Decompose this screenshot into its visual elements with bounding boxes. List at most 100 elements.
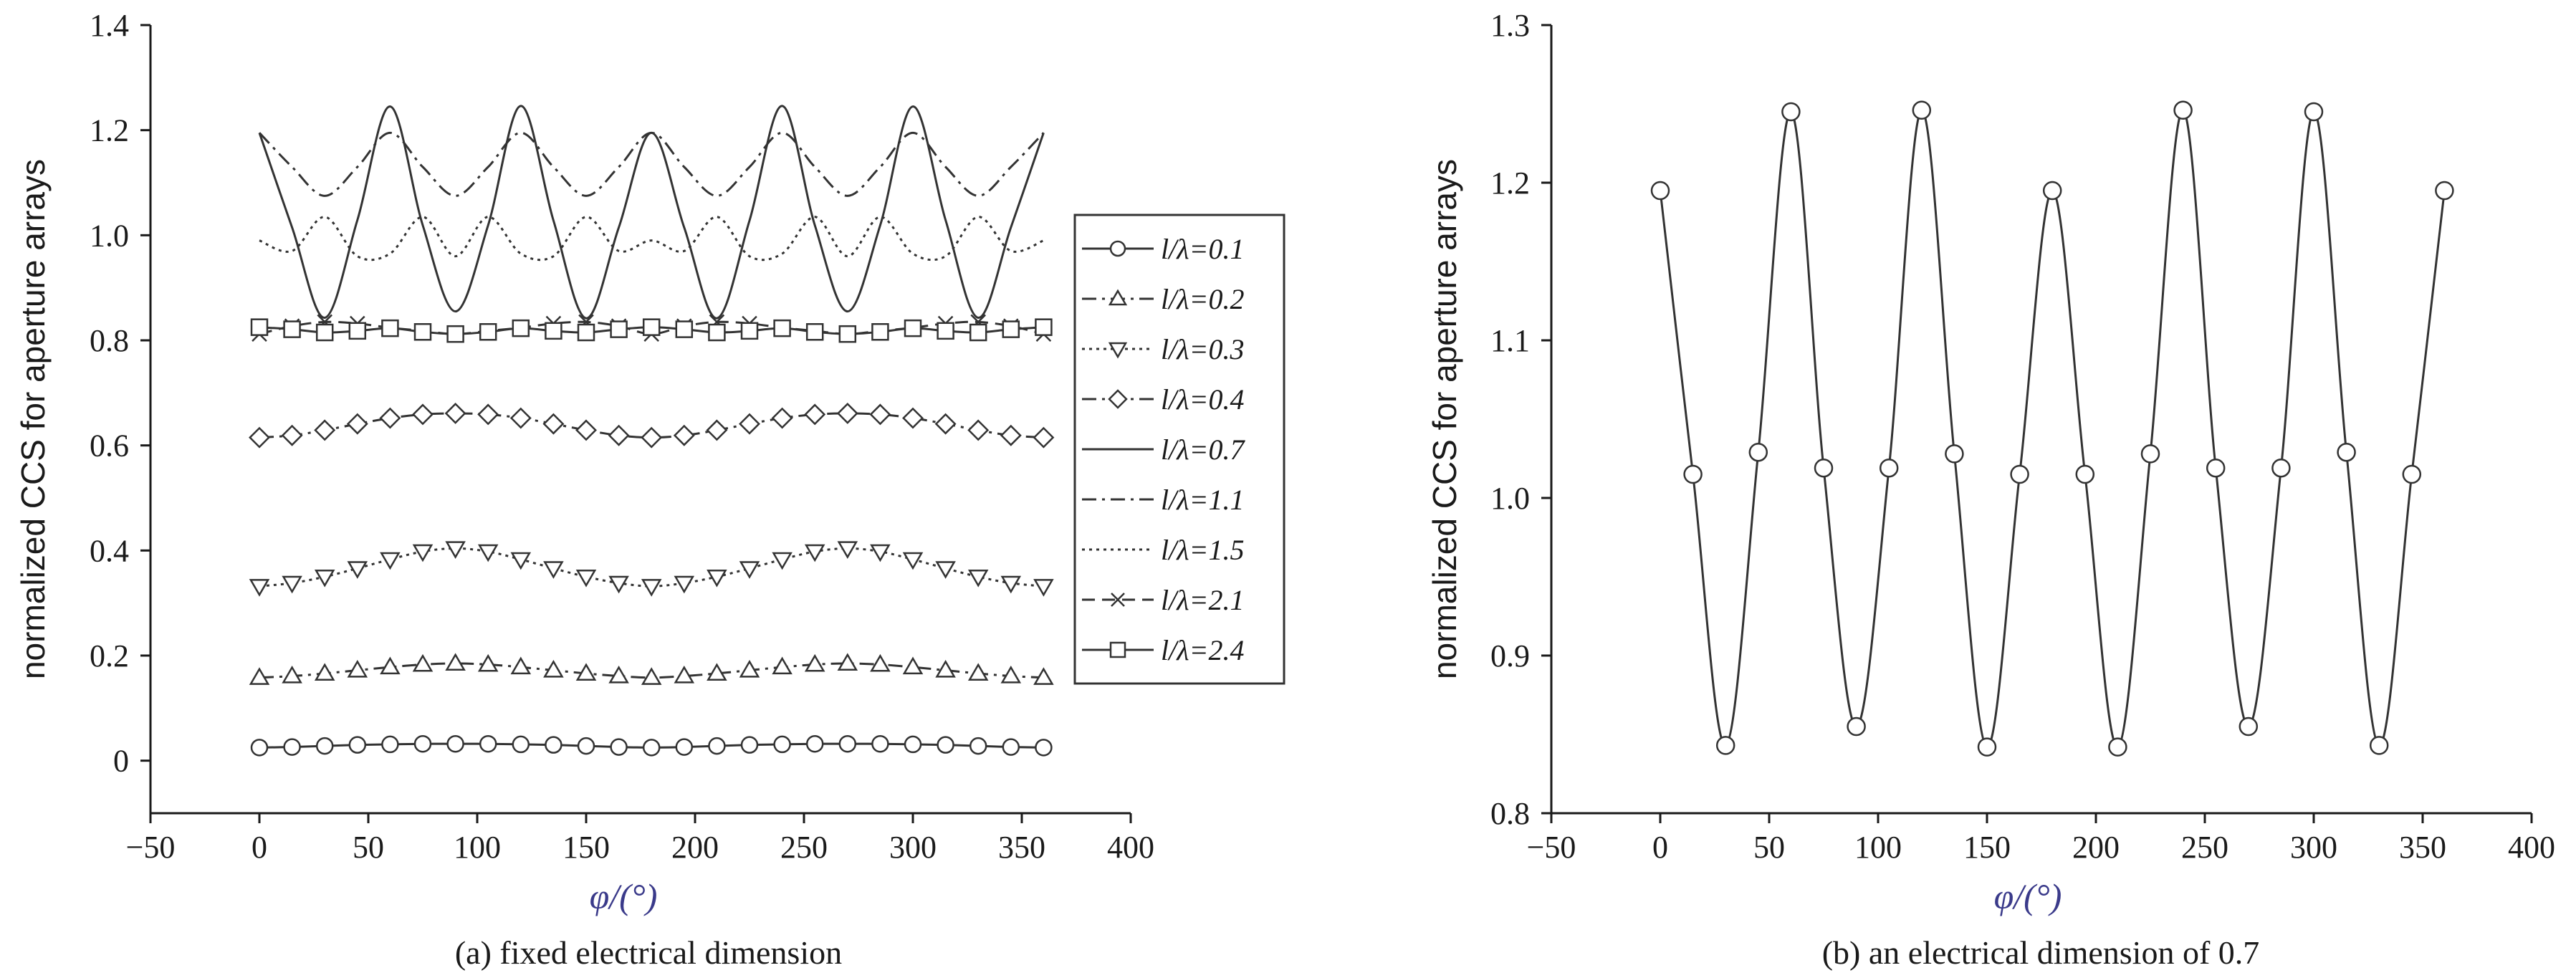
data-point bbox=[869, 403, 891, 426]
data-point bbox=[282, 575, 302, 594]
data-point bbox=[1000, 424, 1022, 446]
data-point bbox=[740, 736, 759, 754]
data-point bbox=[967, 569, 989, 588]
x-tick-label: −50 bbox=[126, 830, 176, 865]
x-tick-label: 50 bbox=[353, 830, 384, 865]
data-point bbox=[346, 413, 368, 435]
x-tick-label: 0 bbox=[252, 830, 267, 865]
data-point bbox=[283, 738, 301, 756]
data-point bbox=[934, 413, 957, 435]
data-point bbox=[935, 561, 956, 579]
chart-a-xlabel: φ/(°) bbox=[590, 876, 658, 916]
series-line bbox=[258, 131, 1045, 197]
data-point bbox=[837, 541, 858, 559]
data-point bbox=[1847, 716, 1866, 737]
data-point bbox=[967, 419, 990, 441]
data-point bbox=[543, 561, 564, 579]
data-point bbox=[1650, 181, 1670, 201]
x-tick-label: 150 bbox=[1963, 830, 2011, 865]
data-point bbox=[608, 424, 630, 446]
data-point bbox=[904, 735, 922, 754]
legend-label: l/λ=2.4 bbox=[1161, 634, 1245, 666]
data-point bbox=[477, 653, 499, 672]
legend-item: l/λ=2.4 bbox=[1082, 634, 1245, 666]
y-tick-label: 0.9 bbox=[1490, 638, 1530, 673]
data-point bbox=[379, 407, 401, 429]
data-point bbox=[2239, 716, 2259, 737]
legend-marker bbox=[1109, 641, 1126, 658]
data-point bbox=[708, 737, 726, 755]
data-point bbox=[871, 323, 889, 341]
series-l/λ=0.3 bbox=[249, 541, 1054, 597]
y-tick-label: 0.2 bbox=[90, 638, 129, 673]
data-point bbox=[1879, 458, 1899, 478]
y-tick-label: 0.4 bbox=[90, 533, 129, 568]
data-point bbox=[904, 319, 922, 337]
series-l/λ=1.1 bbox=[258, 131, 1045, 197]
chart-b-xlabel: φ/(°) bbox=[1994, 876, 2062, 916]
data-point bbox=[281, 424, 303, 446]
data-point bbox=[577, 323, 595, 342]
x-tick-label: 300 bbox=[889, 830, 937, 865]
data-point bbox=[575, 663, 597, 681]
data-point bbox=[2369, 736, 2389, 755]
chart-panel-b: −50 0 50 100 150 200 250 300 350 400 0.8 0.9 1.0 1.1 1… bbox=[1426, 8, 2555, 971]
data-point bbox=[838, 734, 857, 753]
data-point bbox=[314, 569, 335, 588]
data-point bbox=[315, 323, 334, 342]
data-point bbox=[706, 419, 728, 441]
data-point bbox=[2140, 444, 2160, 464]
chart-a-tick-labels: −50 0 50 100 150 200 250 300 350 400 0 0.2 0.4 0.6 0.8… bbox=[90, 8, 1154, 865]
data-point bbox=[249, 579, 270, 597]
data-point bbox=[608, 575, 629, 594]
y-tick-label: 1.1 bbox=[1490, 323, 1530, 358]
y-tick-label: 1.0 bbox=[1490, 481, 1530, 516]
data-point bbox=[675, 320, 694, 338]
legend-marker bbox=[1109, 240, 1126, 257]
x-tick-label: 200 bbox=[671, 830, 719, 865]
data-point bbox=[509, 407, 532, 429]
legend-label: l/λ=0.4 bbox=[1161, 383, 1245, 416]
legend-item: l/λ=0.2 bbox=[1082, 283, 1245, 315]
chart-b-series bbox=[1650, 100, 2454, 757]
data-point bbox=[412, 403, 434, 426]
data-point bbox=[512, 319, 530, 337]
chart-b-tick-labels: −50 0 50 100 150 200 250 300 350 400 0.8 0.9 1.0 1.1 1… bbox=[1490, 8, 2555, 865]
y-tick-label: 1.2 bbox=[1490, 166, 1530, 201]
data-point bbox=[1033, 426, 1055, 449]
series-l/λ=0.7 bbox=[258, 105, 1045, 320]
data-point bbox=[1035, 318, 1053, 336]
data-point bbox=[870, 653, 891, 672]
data-point bbox=[610, 320, 628, 338]
data-point bbox=[804, 403, 826, 426]
y-tick-label: 0 bbox=[113, 744, 129, 779]
data-point bbox=[1977, 737, 1997, 757]
chart-b-ylabel: normalized CCS for aperture arrays bbox=[1426, 159, 1463, 679]
data-point bbox=[1912, 100, 1932, 120]
legend-item: l/λ=0.3 bbox=[1082, 333, 1245, 365]
data-point bbox=[673, 424, 695, 446]
chart-a-series bbox=[249, 105, 1055, 757]
data-point bbox=[283, 320, 301, 338]
data-point bbox=[381, 319, 399, 337]
data-point bbox=[2042, 181, 2062, 201]
chart-a-caption: (a) fixed electrical dimension bbox=[455, 934, 842, 971]
data-point bbox=[477, 544, 499, 562]
x-tick-label: 50 bbox=[1753, 830, 1785, 865]
data-point bbox=[249, 426, 270, 449]
data-point bbox=[381, 735, 399, 754]
data-point bbox=[708, 323, 726, 342]
data-point bbox=[2206, 458, 2226, 478]
data-point bbox=[2010, 464, 2029, 484]
x-tick-label: 100 bbox=[1854, 830, 1902, 865]
data-point bbox=[545, 736, 562, 754]
legend-label: l/λ=2.1 bbox=[1161, 584, 1245, 616]
legend-item: l/λ=2.1 bbox=[1082, 584, 1245, 616]
data-point bbox=[1000, 666, 1022, 684]
data-point bbox=[1814, 458, 1834, 478]
legend-item: l/λ=1.5 bbox=[1082, 534, 1245, 566]
data-point bbox=[804, 544, 825, 562]
data-point bbox=[445, 541, 466, 559]
data-point bbox=[2271, 458, 2291, 478]
data-point bbox=[347, 659, 368, 678]
